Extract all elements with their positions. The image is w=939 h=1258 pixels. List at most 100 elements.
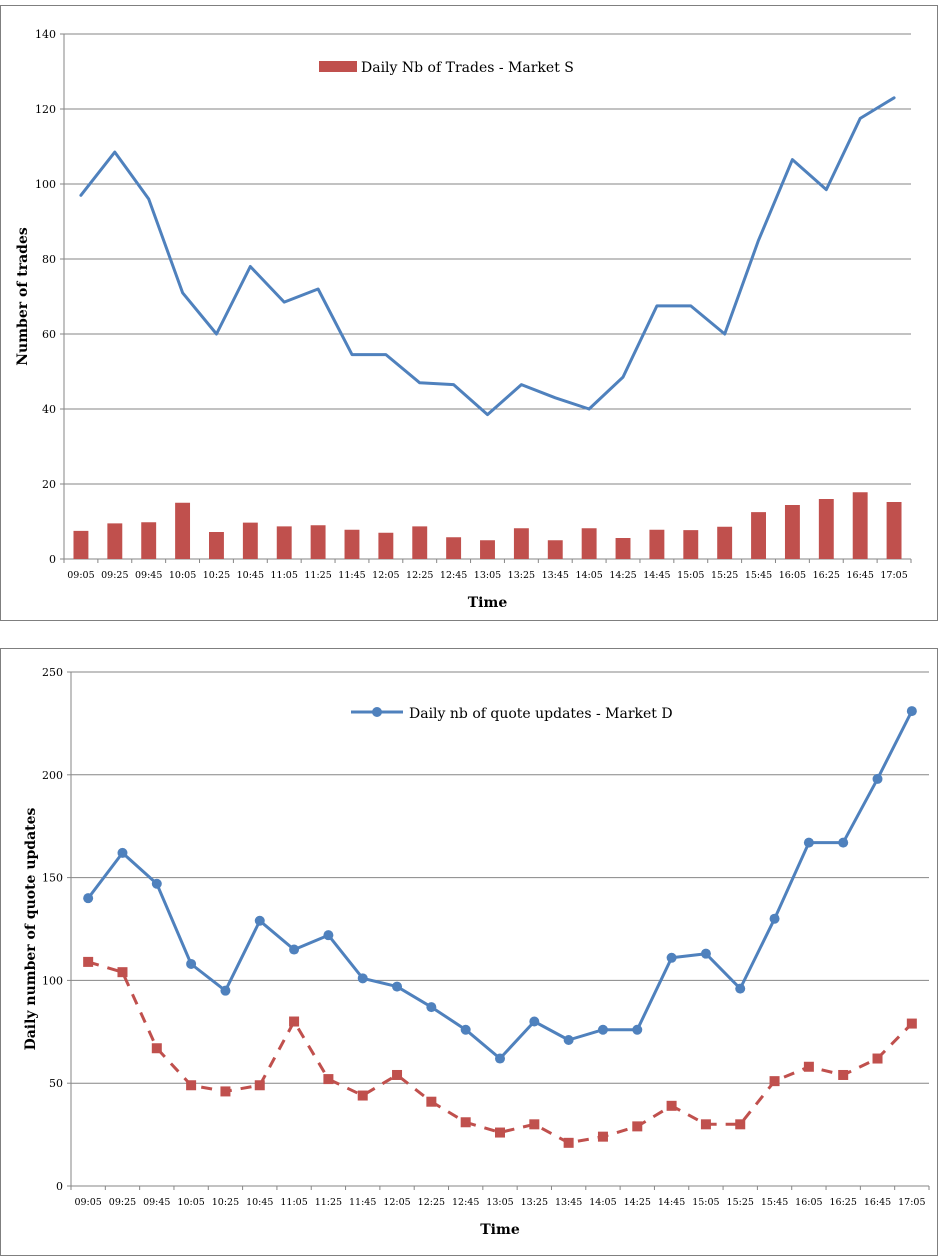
data-point xyxy=(700,1119,711,1130)
y-tick-label: 40 xyxy=(42,403,56,416)
data-point xyxy=(906,706,917,717)
x-tick-label: 11:25 xyxy=(304,570,331,581)
x-tick-label: 13:05 xyxy=(486,1197,513,1208)
data-point xyxy=(460,1117,471,1128)
bar xyxy=(615,538,631,559)
series-line xyxy=(86,709,914,1060)
x-tick-label: 11:25 xyxy=(315,1197,342,1208)
data-point xyxy=(83,956,94,967)
bar xyxy=(209,532,224,559)
bar xyxy=(683,530,699,559)
x-tick-label: 15:45 xyxy=(745,570,772,581)
x-tick-label: 17:05 xyxy=(880,570,907,581)
x-tick-label: 16:05 xyxy=(779,570,806,581)
data-point xyxy=(151,1043,162,1054)
x-tick-label: 12:05 xyxy=(383,1197,410,1208)
y-tick-label: 50 xyxy=(49,1077,63,1090)
x-tick-label: 09:25 xyxy=(101,570,128,581)
x-tick-label: 17:05 xyxy=(898,1197,925,1208)
legend-label: Daily nb of quote updates - Market D xyxy=(409,706,673,722)
x-axis-title: Time xyxy=(480,1222,520,1238)
x-tick-label: 11:05 xyxy=(271,570,298,581)
x-tick-label: 09:05 xyxy=(74,1197,101,1208)
x-tick-label: 14:45 xyxy=(658,1197,685,1208)
x-tick-label: 09:25 xyxy=(109,1197,136,1208)
bar xyxy=(344,529,360,559)
x-tick-label: 12:45 xyxy=(440,570,467,581)
data-point xyxy=(392,1069,403,1080)
legend-swatch xyxy=(319,61,357,72)
x-tick-label: 13:25 xyxy=(521,1197,548,1208)
y-tick-label: 60 xyxy=(42,328,56,341)
data-point xyxy=(735,983,746,994)
bar xyxy=(446,537,462,559)
bar xyxy=(513,528,529,559)
bar xyxy=(310,525,326,559)
x-tick-label: 11:05 xyxy=(280,1197,307,1208)
data-point xyxy=(254,1080,265,1091)
x-tick-label: 09:45 xyxy=(135,570,162,581)
x-tick-label: 15:25 xyxy=(711,570,738,581)
data-point xyxy=(186,1080,197,1091)
x-tick-label: 14:45 xyxy=(643,570,670,581)
data-point xyxy=(769,913,780,924)
data-point xyxy=(220,985,231,996)
data-point xyxy=(700,948,711,959)
bar xyxy=(480,540,495,559)
data-point xyxy=(838,1069,849,1080)
data-point xyxy=(838,837,849,848)
y-tick-label: 100 xyxy=(35,178,56,191)
data-point xyxy=(666,952,677,963)
y-tick-label: 0 xyxy=(56,1180,63,1193)
x-tick-label: 15:45 xyxy=(761,1197,788,1208)
data-point xyxy=(357,973,368,984)
y-tick-label: 100 xyxy=(42,974,63,987)
x-tick-label: 15:25 xyxy=(727,1197,754,1208)
bar xyxy=(751,512,766,559)
y-tick-label: 140 xyxy=(35,28,56,41)
data-point xyxy=(803,1061,814,1072)
x-tick-label: 16:45 xyxy=(846,570,873,581)
data-point xyxy=(151,878,162,889)
x-tick-label: 12:25 xyxy=(406,570,433,581)
x-tick-label: 10:45 xyxy=(237,570,264,581)
x-tick-label: 13:45 xyxy=(542,570,569,581)
data-point xyxy=(872,1053,883,1064)
x-tick-label: 14:05 xyxy=(589,1197,616,1208)
bar xyxy=(852,492,868,559)
data-point xyxy=(426,1096,437,1107)
data-point xyxy=(769,1076,780,1087)
x-tick-label: 14:05 xyxy=(575,570,602,581)
data-point xyxy=(289,1016,300,1027)
x-tick-label: 15:05 xyxy=(677,570,704,581)
y-tick-label: 150 xyxy=(42,872,63,885)
data-point xyxy=(906,1018,917,1029)
data-point xyxy=(117,847,128,858)
y-axis-title: Daily number of quote updates xyxy=(23,807,39,1050)
bar xyxy=(73,530,89,559)
bar xyxy=(412,526,428,559)
data-point xyxy=(495,1127,505,1138)
x-tick-label: 16:05 xyxy=(795,1197,822,1208)
y-tick-label: 120 xyxy=(35,103,56,116)
legend-marker xyxy=(372,707,382,717)
x-tick-label: 16:25 xyxy=(830,1197,857,1208)
data-point xyxy=(632,1024,643,1035)
legend-label: Daily Nb of Trades - Market S xyxy=(361,60,574,76)
y-tick-label: 200 xyxy=(42,769,63,782)
data-point xyxy=(220,1086,231,1097)
y-tick-label: 20 xyxy=(42,478,56,491)
data-point xyxy=(529,1119,540,1130)
x-tick-label: 13:25 xyxy=(508,570,535,581)
bar xyxy=(242,522,258,559)
bar xyxy=(717,526,733,559)
bar xyxy=(141,522,157,559)
data-point xyxy=(563,1035,574,1046)
x-tick-label: 11:45 xyxy=(338,570,365,581)
bar xyxy=(784,505,800,559)
data-point xyxy=(597,1024,608,1035)
bar xyxy=(886,502,902,559)
data-point xyxy=(254,915,265,926)
data-point xyxy=(186,958,197,969)
x-tick-label: 12:25 xyxy=(418,1197,445,1208)
